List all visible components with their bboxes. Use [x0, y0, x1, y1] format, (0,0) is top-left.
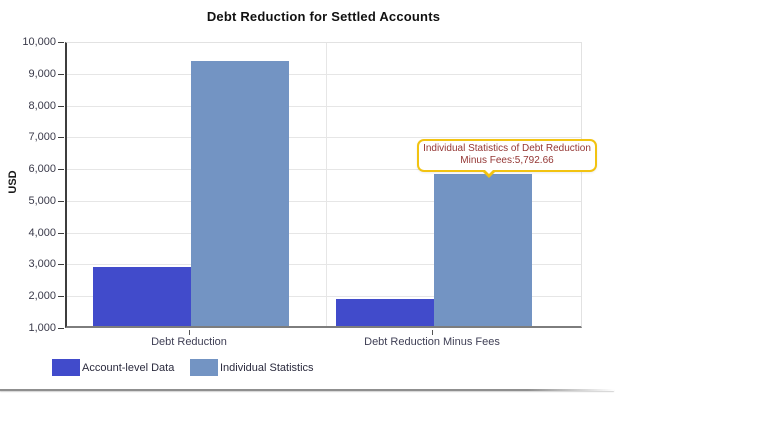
legend-item-account-level-data[interactable]: Account-level Data	[52, 359, 174, 376]
y-tick-label: 6,000	[28, 163, 56, 176]
x-tick-mark	[432, 330, 433, 335]
chart-container: Debt Reduction for Settled Accounts USD …	[0, 9, 614, 391]
plot-area	[65, 42, 582, 328]
y-tick-mark	[58, 232, 64, 234]
x-category-label: Debt Reduction Minus Fees	[364, 336, 500, 348]
bar-individual-statistics-debt-reduction-minus-fees[interactable]	[434, 173, 532, 326]
y-tick-label: 10,000	[22, 36, 56, 48]
chart-legend: Account-level Data Individual Statistics	[0, 359, 614, 381]
gridline	[67, 200, 581, 202]
legend-label: Individual Statistics	[220, 361, 314, 374]
x-category-label: Debt Reduction	[151, 336, 227, 348]
category-separator-gridline	[325, 43, 327, 326]
y-tick-label: 1,000	[28, 322, 56, 334]
y-tick-mark	[58, 328, 64, 329]
gridline	[67, 137, 581, 139]
y-tick-label: 3,000	[28, 258, 56, 271]
y-tick-label: 8,000	[28, 99, 56, 112]
y-tick-label: 7,000	[28, 131, 56, 144]
y-tick-mark	[58, 169, 64, 171]
tooltip-text-line1: Individual Statistics of Debt Reduction	[423, 143, 591, 154]
y-tick-mark	[58, 200, 64, 202]
legend-swatch-account-level-data	[52, 359, 80, 376]
chart-tooltip: Individual Statistics of Debt Reduction …	[417, 139, 597, 178]
y-tick-mark	[58, 296, 64, 298]
y-tick-label: 2,000	[28, 290, 56, 303]
gridline	[67, 105, 581, 107]
gridline	[67, 73, 581, 75]
y-tick-mark	[58, 73, 64, 75]
y-tick-label: 4,000	[28, 226, 56, 239]
y-tick-label: 9,000	[28, 67, 56, 80]
bar-account-level-data-debt-reduction[interactable]	[93, 266, 191, 326]
gridline	[67, 264, 581, 266]
gridline	[67, 296, 581, 298]
widget-divider	[0, 389, 614, 391]
y-tick-mark	[58, 264, 64, 266]
tooltip-text-line2: Minus Fees:5,792.66	[460, 155, 554, 166]
bar-account-level-data-debt-reduction-minus-fees[interactable]	[336, 299, 434, 326]
x-tick-mark	[189, 330, 190, 335]
legend-swatch-individual-statistics	[190, 359, 218, 376]
legend-label: Account-level Data	[82, 361, 175, 374]
y-tick-mark	[58, 105, 64, 107]
gridline	[67, 232, 581, 234]
chart-title: Debt Reduction for Settled Accounts	[206, 9, 441, 24]
y-tick-label: 5,000	[28, 194, 56, 207]
legend-item-individual-statistics[interactable]: Individual Statistics	[190, 359, 314, 376]
bar-individual-statistics-debt-reduction[interactable]	[191, 61, 289, 326]
y-tick-mark	[58, 137, 64, 139]
gridline	[67, 169, 581, 171]
y-tick-mark	[58, 42, 64, 43]
